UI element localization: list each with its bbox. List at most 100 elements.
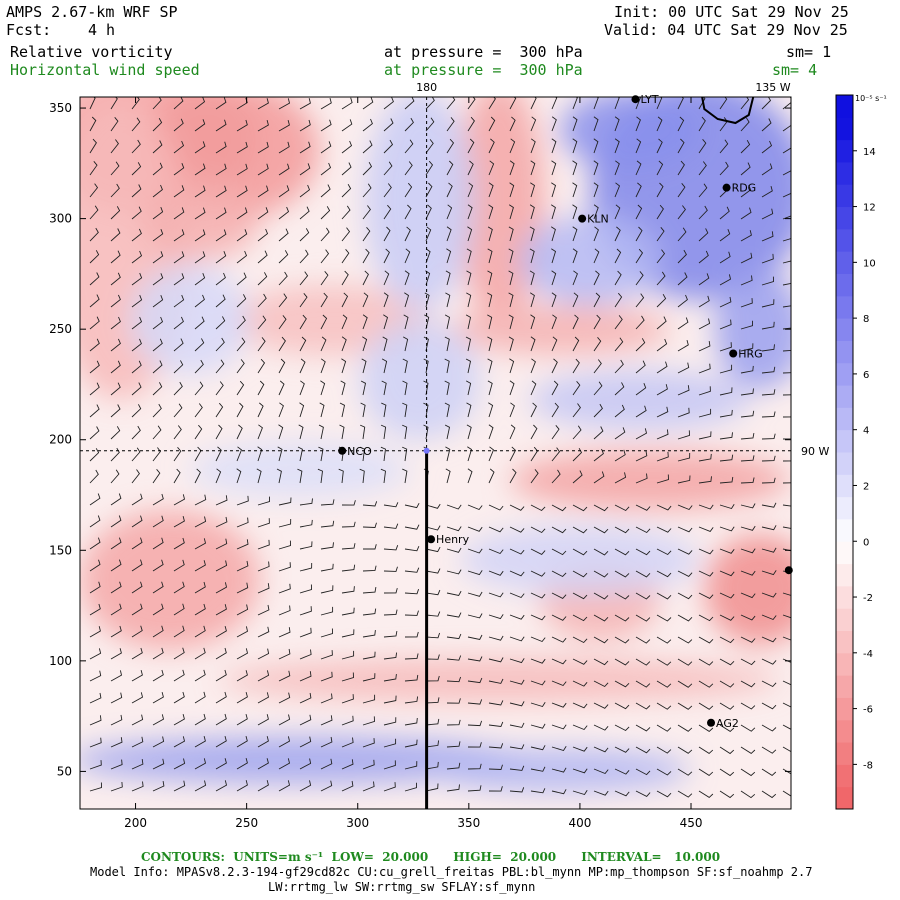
- wind-barb-763: [404, 588, 420, 595]
- wind-barb-180: [299, 206, 310, 220]
- wind-barb-184: [383, 204, 392, 220]
- wind-barb-109: [236, 163, 248, 176]
- wind-barb-332: [635, 293, 645, 308]
- wind-barb-930: [341, 694, 354, 704]
- wind-barb-475: [782, 394, 791, 396]
- wind-barb-783: [110, 603, 122, 616]
- wind-barb-952: [89, 715, 102, 726]
- wind-barb-862: [341, 650, 355, 660]
- wind-barb-540: [719, 432, 733, 440]
- wind-barb-493: [444, 402, 450, 418]
- wind-barb-467: [614, 382, 625, 396]
- wind-barb-241: [152, 251, 164, 264]
- wind-barb-916: [761, 680, 777, 688]
- wind-barb-151: [404, 182, 413, 198]
- wind-barb-425: [444, 358, 450, 374]
- y-tick-label: 100: [49, 654, 72, 668]
- wind-barb-1028: [257, 758, 269, 770]
- wind-barb-141: [194, 185, 206, 198]
- wind-barb-349: [278, 315, 287, 330]
- wind-barb-502: [635, 405, 647, 418]
- wind-barb-1087: [782, 790, 791, 797]
- wind-barb-83: [404, 139, 414, 154]
- wind-barb-690: [299, 541, 313, 550]
- wind-barb-498: [551, 402, 559, 418]
- wind-barb-982: [719, 724, 735, 732]
- y-tick-label: 50: [57, 764, 72, 778]
- wind-barb-625: [362, 501, 378, 507]
- wind-barb-287: [404, 270, 410, 286]
- wind-barb-31: [740, 97, 750, 110]
- wind-barb-758: [299, 584, 312, 594]
- wind-barb-419: [320, 358, 326, 374]
- wind-barb-71: [152, 140, 163, 154]
- wind-barb-231: [656, 227, 665, 242]
- wind-barb-188: [467, 204, 473, 220]
- wind-barb-619: [236, 495, 249, 506]
- wind-barb-204: [89, 227, 99, 242]
- wind-barb-917: [782, 680, 791, 686]
- colorbar-segment: [836, 452, 853, 475]
- wind-barb-914: [719, 680, 735, 688]
- wind-barb-516: [215, 424, 223, 440]
- wind-barb-297: [614, 270, 622, 286]
- wind-barb-852: [131, 647, 143, 660]
- wind-barb-6: [215, 97, 227, 110]
- wind-barb-919: [110, 692, 123, 704]
- wind-barb-791: [278, 605, 291, 616]
- wind-barb-114: [341, 162, 352, 176]
- colorbar-segment: [836, 228, 853, 252]
- wind-barb-437: [698, 363, 711, 374]
- wind-barb-989: [152, 736, 165, 748]
- wind-barb-896: [341, 672, 354, 682]
- wind-barb-453: [320, 380, 326, 396]
- wind-barb-129: [656, 160, 664, 176]
- wind-barb-716: [131, 559, 143, 572]
- field-vorticity-smoothing: sm= 1: [786, 43, 832, 61]
- wind-barb-855: [194, 647, 206, 660]
- wind-barb-1000: [383, 738, 397, 748]
- wind-barb-620: [257, 496, 270, 506]
- wind-barb-991: [194, 735, 206, 748]
- wind-barb-968: [425, 718, 440, 726]
- wind-barb-167: [740, 184, 752, 198]
- wind-barb-974: [551, 724, 567, 730]
- colorbar-segment: [836, 95, 853, 118]
- wind-barb-546: [131, 447, 141, 462]
- wind-barb-779: [740, 592, 756, 599]
- wind-barb-1030: [299, 758, 312, 770]
- wind-barb-90: [551, 138, 557, 154]
- wind-barb-384: [299, 336, 307, 352]
- wind-barb-450: [257, 380, 265, 396]
- wind-barb-499: [572, 403, 581, 418]
- wind-barb-510: [89, 426, 100, 440]
- wind-barb-174: [173, 207, 185, 220]
- wind-barb-492: [423, 402, 429, 418]
- colorbar-segment: [836, 184, 853, 208]
- wind-barb-360: [508, 314, 514, 330]
- wind-barb-15: [404, 97, 415, 110]
- wind-barb-81: [362, 140, 373, 154]
- wind-barb-963: [320, 715, 333, 726]
- wind-barb-598: [509, 468, 517, 484]
- wind-barb-688: [257, 539, 270, 550]
- wind-barb-435: [656, 361, 668, 374]
- wind-barb-333: [656, 293, 667, 308]
- wind-barb-769: [530, 592, 546, 599]
- wind-barb-843: [656, 636, 672, 644]
- wind-barb-33: [782, 97, 791, 110]
- wind-barb-851: [110, 648, 122, 660]
- wind-barb-1002: [425, 740, 440, 748]
- wind-barb-497: [530, 402, 537, 418]
- wind-barb-652: [215, 516, 228, 528]
- wind-barb-490: [381, 402, 387, 418]
- wind-barb-153: [446, 182, 453, 198]
- wind-barb-513: [152, 425, 162, 440]
- wind-barb-196: [635, 204, 643, 220]
- wind-barb-9: [278, 98, 291, 110]
- wind-barb-451: [278, 380, 285, 396]
- wind-barb-907: [572, 680, 588, 687]
- wind-barb-94: [635, 138, 642, 154]
- wind-barb-685: [194, 538, 207, 550]
- wind-barb-449: [236, 380, 245, 396]
